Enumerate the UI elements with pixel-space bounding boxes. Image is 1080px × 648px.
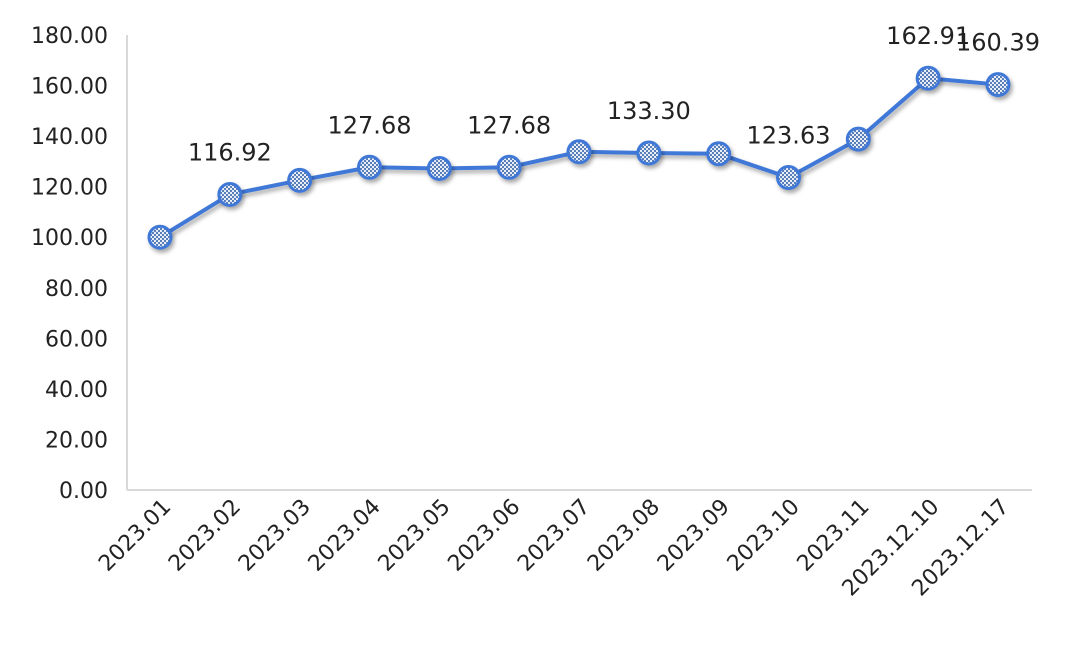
x-tick-label: 2023.02: [164, 495, 246, 577]
y-tick-label: 0.00: [59, 479, 108, 504]
series-markers: [147, 65, 1011, 250]
data-point: [706, 141, 732, 167]
y-tick-label: 20.00: [45, 428, 108, 453]
y-axis-ticks: 0.00 20.00 40.00 60.00 80.00 100.00 120.00 140.…: [31, 24, 108, 504]
x-tick-label: 2023.01: [94, 495, 176, 577]
y-tick-label: 80.00: [45, 277, 108, 302]
y-tick-label: 40.00: [45, 378, 108, 403]
x-tick-label: 2023.06: [443, 495, 525, 577]
data-point: [845, 126, 871, 152]
data-label: 127.68: [328, 111, 412, 139]
data-label: 160.39: [956, 29, 1040, 57]
axes: [126, 35, 1032, 491]
y-tick-label: 120.00: [31, 176, 108, 201]
data-label: 133.30: [607, 97, 691, 125]
data-point: [217, 181, 243, 207]
data-label: 116.92: [188, 138, 272, 166]
data-point: [566, 139, 592, 165]
data-point: [915, 65, 941, 91]
x-tick-label: 2023.07: [513, 495, 595, 577]
data-labels: 116.92 127.68 127.68 133.30 123.63 162.91160.…: [188, 22, 1040, 166]
data-point: [496, 154, 522, 180]
data-label: 162.91: [886, 22, 970, 50]
x-tick-label: 2023.04: [304, 495, 386, 577]
y-tick-label: 100.00: [31, 226, 108, 251]
y-tick-label: 160.00: [31, 75, 108, 100]
x-tick-label: 2023.10: [723, 495, 805, 577]
x-tick-label: 2023.05: [374, 495, 456, 577]
y-tick-label: 60.00: [45, 327, 108, 352]
data-point: [357, 154, 382, 180]
x-tick-label: 2023.03: [234, 495, 316, 577]
x-axis-ticks: 2023.012023.022023.032023.042023.052023.…: [94, 495, 1014, 602]
data-point: [147, 224, 173, 250]
data-point: [985, 72, 1011, 98]
data-point: [287, 167, 313, 193]
x-tick-label: 2023.09: [653, 495, 735, 577]
y-tick-label: 140.00: [31, 125, 108, 150]
data-label: 127.68: [467, 111, 551, 139]
data-point: [776, 164, 801, 190]
data-point: [636, 140, 662, 166]
data-label: 123.63: [747, 121, 831, 149]
y-tick-label: 180.00: [31, 24, 108, 49]
x-tick-label: 2023.08: [583, 495, 665, 577]
data-point: [426, 155, 452, 181]
